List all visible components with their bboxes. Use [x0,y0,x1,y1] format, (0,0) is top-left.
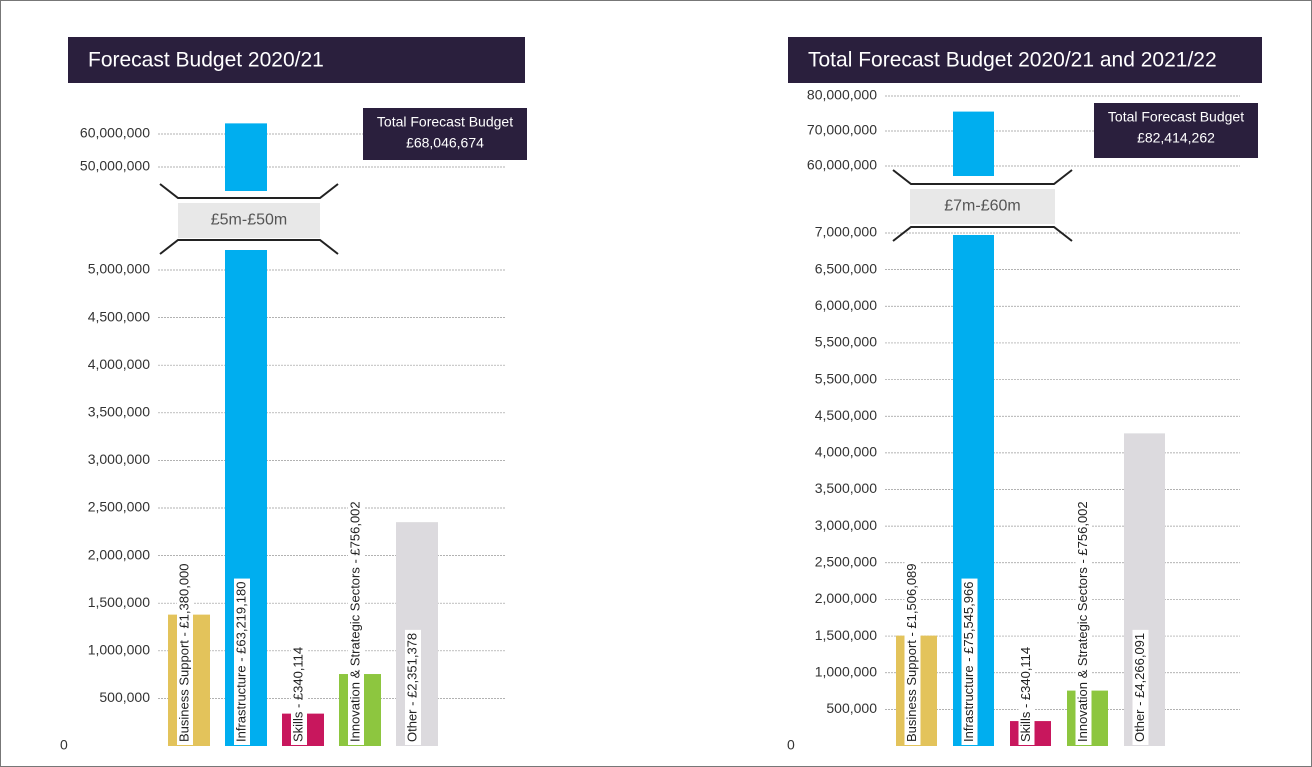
bar-label: Business Support - £1,380,000 [176,563,191,742]
total-box [1094,103,1258,158]
y-tick-label: 500,000 [99,689,150,705]
y-tick-label: 0 [787,737,795,753]
break-line-top [892,169,1073,185]
y-tick-label: 0 [60,737,68,753]
y-tick-label: 80,000,000 [807,87,877,103]
y-tick-label: 2,500,000 [815,553,877,569]
bar-label: Business Support - £1,506,089 [904,563,919,742]
chart-title: Total Forecast Budget 2020/21 and 2021/2… [808,49,1217,72]
y-tick-label: 3,000,000 [815,517,877,533]
y-tick-label: 60,000,000 [80,125,150,141]
break-label: £7m-£60m [944,198,1020,215]
y-tick-label: 1,000,000 [815,663,877,679]
total-box [363,108,527,160]
bar-label-box [405,629,421,745]
bar-label: Other - £2,351,378 [404,633,419,742]
bar-label: Skills - £340,114 [1018,647,1033,742]
bar-label-box [1075,498,1092,745]
title-bar [68,37,525,83]
y-tick-label: 5,500,000 [815,334,877,350]
total-label: Total Forecast Budget [377,114,513,130]
break-label-box [178,203,320,238]
y-tick-label: 3,000,000 [88,451,150,467]
y-tick-label: 5,500,000 [815,370,877,386]
chart-title: Forecast Budget 2020/21 [88,49,324,72]
bar-label-box [348,498,364,745]
break-label-box [910,189,1055,224]
bar-label-box [1132,629,1149,745]
bar-label: Infrastructure - £63,219,180 [233,582,248,742]
bar-label: Other - £4,266,091 [1132,633,1147,742]
bar-label: Infrastructure - £75,545,966 [961,582,976,742]
bar-label-box [904,560,921,745]
bar-upper [953,111,994,176]
y-tick-label: 7,000,000 [815,224,877,240]
y-tick-label: 1,500,000 [815,627,877,643]
total-value: £68,046,674 [406,135,484,151]
y-tick-label: 70,000,000 [807,122,877,138]
y-tick-label: 6,000,000 [815,297,877,313]
y-tick-label: 3,500,000 [815,480,877,496]
y-tick-label: 6,500,000 [815,260,877,276]
y-tick-label: 4,000,000 [88,356,150,372]
y-tick-label: 2,000,000 [815,590,877,606]
y-tick-label: 1,500,000 [88,594,150,610]
y-tick-label: 2,000,000 [88,546,150,562]
break-line-top [159,183,339,199]
break-label: £5m-£50m [211,212,287,229]
bar-upper [225,123,267,191]
y-tick-label: 3,500,000 [88,404,150,420]
total-label: Total Forecast Budget [1108,109,1244,125]
bar-label: Skills - £340,114 [290,647,305,742]
y-tick-label: 4,500,000 [815,407,877,423]
bar-label: Innovation & Strategic Sectors - £756,00… [347,501,362,742]
bar-label-box [177,560,193,745]
y-tick-label: 5,000,000 [88,261,150,277]
title-bar [788,37,1262,83]
bar-label-box [1018,643,1035,745]
bar-label-box [234,578,250,745]
break-line-bottom [159,239,339,255]
bar-label-box [291,643,307,745]
y-tick-label: 60,000,000 [807,157,877,173]
y-tick-label: 2,500,000 [88,499,150,515]
y-tick-label: 50,000,000 [80,158,150,174]
y-tick-label: 4,000,000 [815,444,877,460]
break-line-bottom [892,226,1073,242]
y-tick-label: 500,000 [826,700,877,716]
y-tick-label: 1,000,000 [88,642,150,658]
bar-label-box [961,578,978,745]
y-tick-label: 4,500,000 [88,308,150,324]
bar-label: Innovation & Strategic Sectors - £756,00… [1075,501,1090,742]
total-value: £82,414,262 [1137,130,1215,146]
